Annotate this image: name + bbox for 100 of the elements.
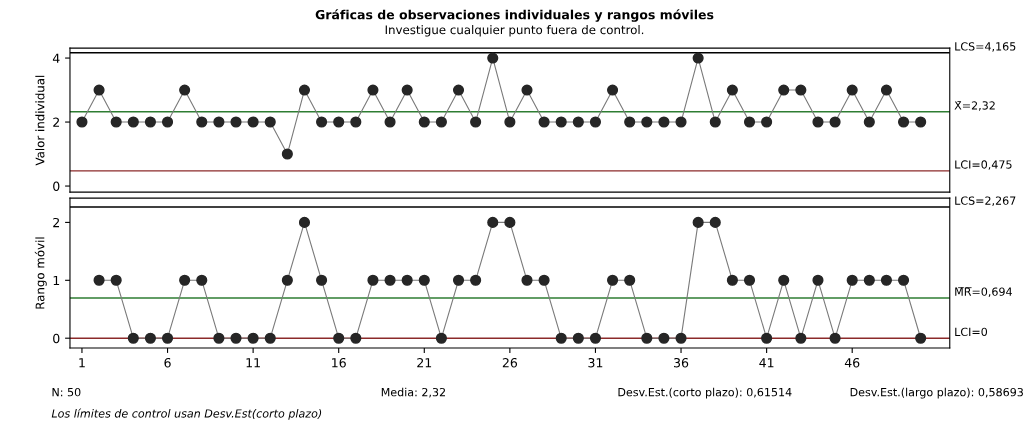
point bbox=[418, 274, 430, 286]
point bbox=[316, 116, 328, 128]
point bbox=[538, 116, 550, 128]
point bbox=[384, 274, 396, 286]
point bbox=[144, 332, 156, 344]
y-tick-label: 4 bbox=[52, 53, 60, 63]
point bbox=[504, 116, 516, 128]
text: N: 50 bbox=[52, 387, 81, 397]
point bbox=[709, 216, 721, 228]
x-tick-label: 6 bbox=[164, 357, 171, 368]
point bbox=[795, 332, 807, 344]
point bbox=[897, 274, 910, 286]
point bbox=[161, 332, 174, 344]
point bbox=[93, 84, 105, 96]
x-tick-label: 26 bbox=[502, 357, 518, 368]
point bbox=[384, 116, 396, 128]
point bbox=[589, 116, 602, 128]
point bbox=[778, 84, 790, 96]
point bbox=[607, 84, 619, 96]
point bbox=[521, 84, 533, 96]
point bbox=[761, 332, 773, 344]
point bbox=[863, 274, 875, 286]
point bbox=[572, 116, 584, 128]
point bbox=[179, 84, 191, 96]
point bbox=[470, 274, 482, 286]
point bbox=[144, 116, 156, 128]
point bbox=[213, 116, 225, 128]
point bbox=[127, 332, 139, 344]
point bbox=[607, 274, 619, 286]
text: Desv.Est.(corto plazo): 0,61514 bbox=[618, 387, 792, 399]
point bbox=[367, 274, 379, 286]
point bbox=[487, 216, 499, 228]
point bbox=[795, 84, 807, 96]
point bbox=[675, 332, 687, 344]
x-tick-label: 31 bbox=[588, 357, 603, 368]
point bbox=[281, 148, 293, 160]
point bbox=[743, 116, 756, 128]
point bbox=[298, 84, 311, 96]
point bbox=[281, 274, 293, 286]
point bbox=[915, 116, 927, 128]
point bbox=[778, 274, 790, 286]
point bbox=[230, 116, 242, 128]
point bbox=[829, 116, 841, 128]
text: Desv.Est.(largo plazo): 0,58693 bbox=[850, 387, 1023, 399]
y-axis-title: Valor individual bbox=[35, 75, 45, 166]
x-tick-label: 46 bbox=[844, 357, 860, 368]
point bbox=[196, 274, 208, 286]
point bbox=[555, 332, 567, 344]
point bbox=[521, 274, 533, 286]
y-tick-label: 2 bbox=[53, 117, 59, 127]
point bbox=[316, 274, 328, 286]
point bbox=[726, 274, 738, 286]
point bbox=[93, 274, 105, 286]
x-tick-label: 11 bbox=[246, 358, 260, 368]
point bbox=[880, 84, 892, 96]
point bbox=[846, 84, 858, 96]
point bbox=[350, 332, 362, 344]
point bbox=[401, 84, 413, 96]
y-tick-label: 0 bbox=[53, 181, 60, 191]
x-tick-label: 21 bbox=[417, 357, 432, 368]
y-tick-label: 2 bbox=[53, 217, 59, 228]
point bbox=[504, 216, 516, 228]
point bbox=[589, 332, 602, 344]
point bbox=[572, 332, 584, 344]
point bbox=[127, 116, 139, 128]
point bbox=[452, 274, 465, 286]
point bbox=[247, 332, 259, 344]
point bbox=[555, 116, 567, 128]
point bbox=[264, 116, 276, 128]
point bbox=[692, 52, 704, 64]
point bbox=[897, 116, 910, 128]
point bbox=[435, 116, 447, 128]
ref-line-label: LCS=2,267 bbox=[955, 196, 1016, 206]
ref-line-label: M̅R̅=0,694 bbox=[955, 287, 1012, 297]
point bbox=[470, 116, 482, 128]
point bbox=[213, 332, 225, 344]
point bbox=[76, 116, 88, 128]
point bbox=[333, 332, 345, 344]
point bbox=[641, 116, 653, 128]
point bbox=[675, 116, 687, 128]
point bbox=[829, 332, 841, 344]
point bbox=[487, 52, 499, 64]
point bbox=[743, 274, 756, 286]
point bbox=[658, 116, 670, 128]
point bbox=[298, 216, 311, 228]
point bbox=[196, 116, 208, 128]
point bbox=[179, 274, 191, 286]
point bbox=[709, 116, 721, 128]
point bbox=[350, 116, 362, 128]
y-tick-label: 0 bbox=[53, 333, 60, 344]
point bbox=[863, 116, 875, 128]
x-tick-label: 1 bbox=[79, 358, 85, 368]
point bbox=[418, 116, 430, 128]
point bbox=[692, 216, 704, 228]
text: Los límites de control usan Desv.Est(corto plazo) bbox=[51, 408, 322, 420]
point bbox=[812, 116, 824, 128]
x-tick-label: 16 bbox=[332, 357, 346, 368]
chart-subtitle: Investigue cualquier punto fuera de control. bbox=[385, 25, 644, 37]
point bbox=[247, 116, 259, 128]
ref-line-label: LCS=4,165 bbox=[955, 42, 1016, 52]
